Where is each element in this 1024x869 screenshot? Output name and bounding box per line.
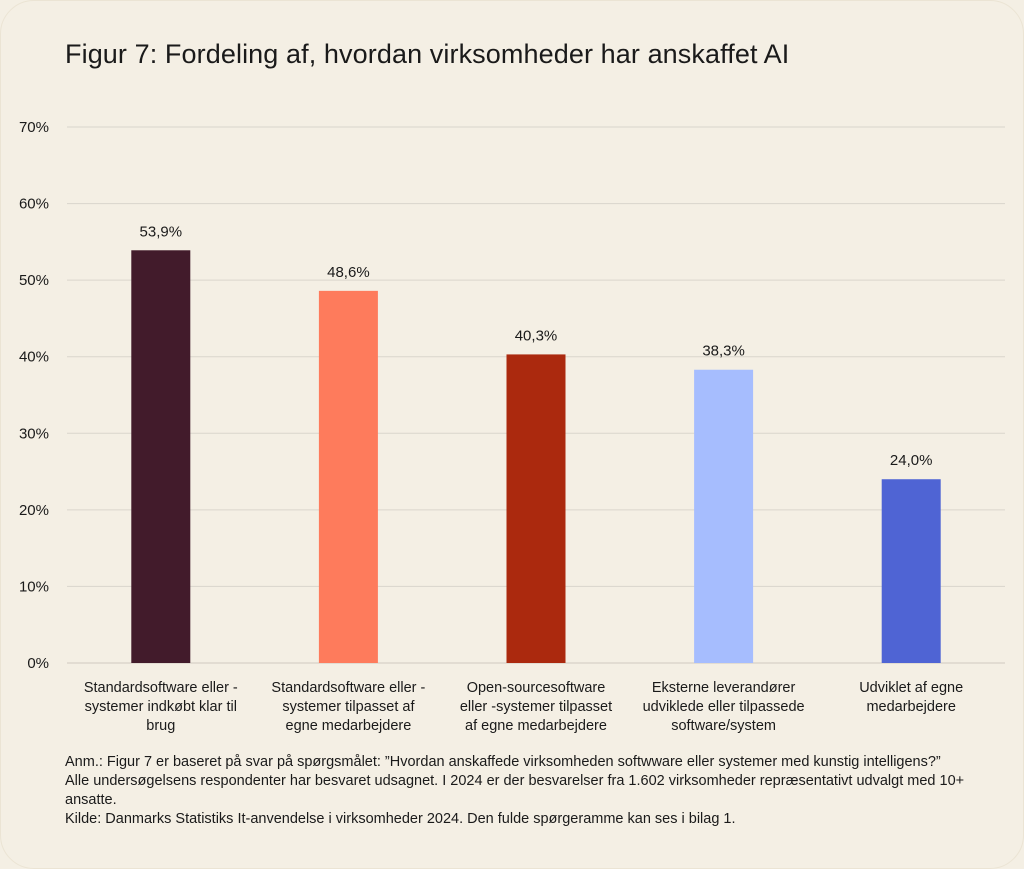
y-tick-label: 50% (19, 272, 49, 289)
bar-chart: 0% 10% 20% 30% 40% 50% 60% 70% 53,9% Standardsoft… (19, 119, 1005, 734)
x-tick-label: Standardsoftware eller -systemer tilpass… (271, 680, 425, 734)
y-tick-label: 0% (27, 655, 49, 672)
figure-note: Anm.: Figur 7 er baseret på svar på spør… (65, 753, 965, 829)
bar (881, 479, 941, 663)
bar (131, 250, 191, 663)
y-tick-label: 10% (19, 578, 49, 595)
y-tick-label: 40% (19, 349, 49, 366)
bar (318, 290, 378, 663)
bar (694, 369, 754, 663)
x-tick-label: Udviklet af egne medarbejdere (859, 680, 963, 715)
x-tick-label: Eksterne leverandører udviklede eller til… (643, 680, 805, 734)
data-label: 38,3% (702, 343, 745, 360)
y-tick-label: 70% (19, 119, 49, 136)
data-label: 40,3% (515, 327, 558, 344)
y-tick-label: 60% (19, 196, 49, 213)
data-label: 53,9% (140, 223, 183, 240)
chart-title: Figur 7: Fordeling af, hvordan virksomhe… (65, 39, 790, 69)
y-tick-label: 20% (19, 502, 49, 519)
bar (506, 354, 566, 663)
data-label: 24,0% (890, 452, 933, 469)
x-tick-label: Standardsoftware eller -systemer indkøbt… (84, 680, 238, 734)
y-tick-label: 30% (19, 425, 49, 442)
data-label: 48,6% (327, 264, 370, 281)
x-tick-label: Open-sourcesoftware eller -systemer tilpa… (460, 680, 612, 734)
note-remark: Anm.: Figur 7 er baseret på svar på spør… (65, 754, 965, 808)
note-source: Kilde: Danmarks Statistiks It-anvendelse… (65, 811, 736, 827)
